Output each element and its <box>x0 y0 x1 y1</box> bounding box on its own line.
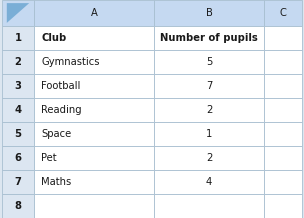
Bar <box>2 98 34 122</box>
Bar <box>34 170 154 194</box>
Text: Football: Football <box>41 81 81 91</box>
Bar <box>2 122 34 146</box>
Text: Pet: Pet <box>41 153 57 163</box>
Text: 7: 7 <box>15 177 22 187</box>
Bar <box>34 74 154 98</box>
Text: 5: 5 <box>15 129 22 139</box>
Text: B: B <box>206 8 212 18</box>
Text: 7: 7 <box>206 81 212 91</box>
Text: 1: 1 <box>206 129 212 139</box>
Bar <box>2 194 34 218</box>
Text: 5: 5 <box>206 57 212 67</box>
Text: Space: Space <box>41 129 71 139</box>
Bar <box>154 98 264 122</box>
Bar <box>264 170 302 194</box>
Bar <box>264 50 302 74</box>
Polygon shape <box>7 3 29 23</box>
Bar <box>264 194 302 218</box>
Bar <box>264 0 302 26</box>
Bar <box>2 0 34 26</box>
Bar <box>34 194 154 218</box>
Bar <box>34 50 154 74</box>
Bar <box>154 122 264 146</box>
Bar <box>154 0 264 26</box>
Text: C: C <box>280 8 286 18</box>
Text: Maths: Maths <box>41 177 71 187</box>
Bar <box>154 26 264 50</box>
Bar <box>264 74 302 98</box>
Text: 2: 2 <box>206 105 212 115</box>
Bar <box>264 122 302 146</box>
Text: 6: 6 <box>15 153 22 163</box>
Bar <box>154 194 264 218</box>
Bar <box>2 26 34 50</box>
Bar <box>2 74 34 98</box>
Text: 4: 4 <box>14 105 22 115</box>
Bar <box>34 0 154 26</box>
Text: Club: Club <box>41 33 67 43</box>
Bar <box>2 170 34 194</box>
Text: 2: 2 <box>15 57 22 67</box>
Bar <box>264 26 302 50</box>
Text: 1: 1 <box>14 33 22 43</box>
Bar <box>34 122 154 146</box>
Bar <box>154 74 264 98</box>
Text: Number of pupils: Number of pupils <box>160 33 258 43</box>
Bar <box>154 50 264 74</box>
Text: Gymnastics: Gymnastics <box>41 57 100 67</box>
Bar <box>264 98 302 122</box>
Text: 3: 3 <box>15 81 22 91</box>
Bar <box>2 146 34 170</box>
Text: 4: 4 <box>206 177 212 187</box>
Bar <box>154 146 264 170</box>
Bar <box>264 146 302 170</box>
Text: A: A <box>91 8 98 18</box>
Text: 2: 2 <box>206 153 212 163</box>
Bar <box>154 170 264 194</box>
Bar <box>34 26 154 50</box>
Bar <box>34 146 154 170</box>
Bar <box>2 50 34 74</box>
Text: Reading: Reading <box>41 105 82 115</box>
Text: 8: 8 <box>15 201 22 211</box>
Bar <box>34 98 154 122</box>
